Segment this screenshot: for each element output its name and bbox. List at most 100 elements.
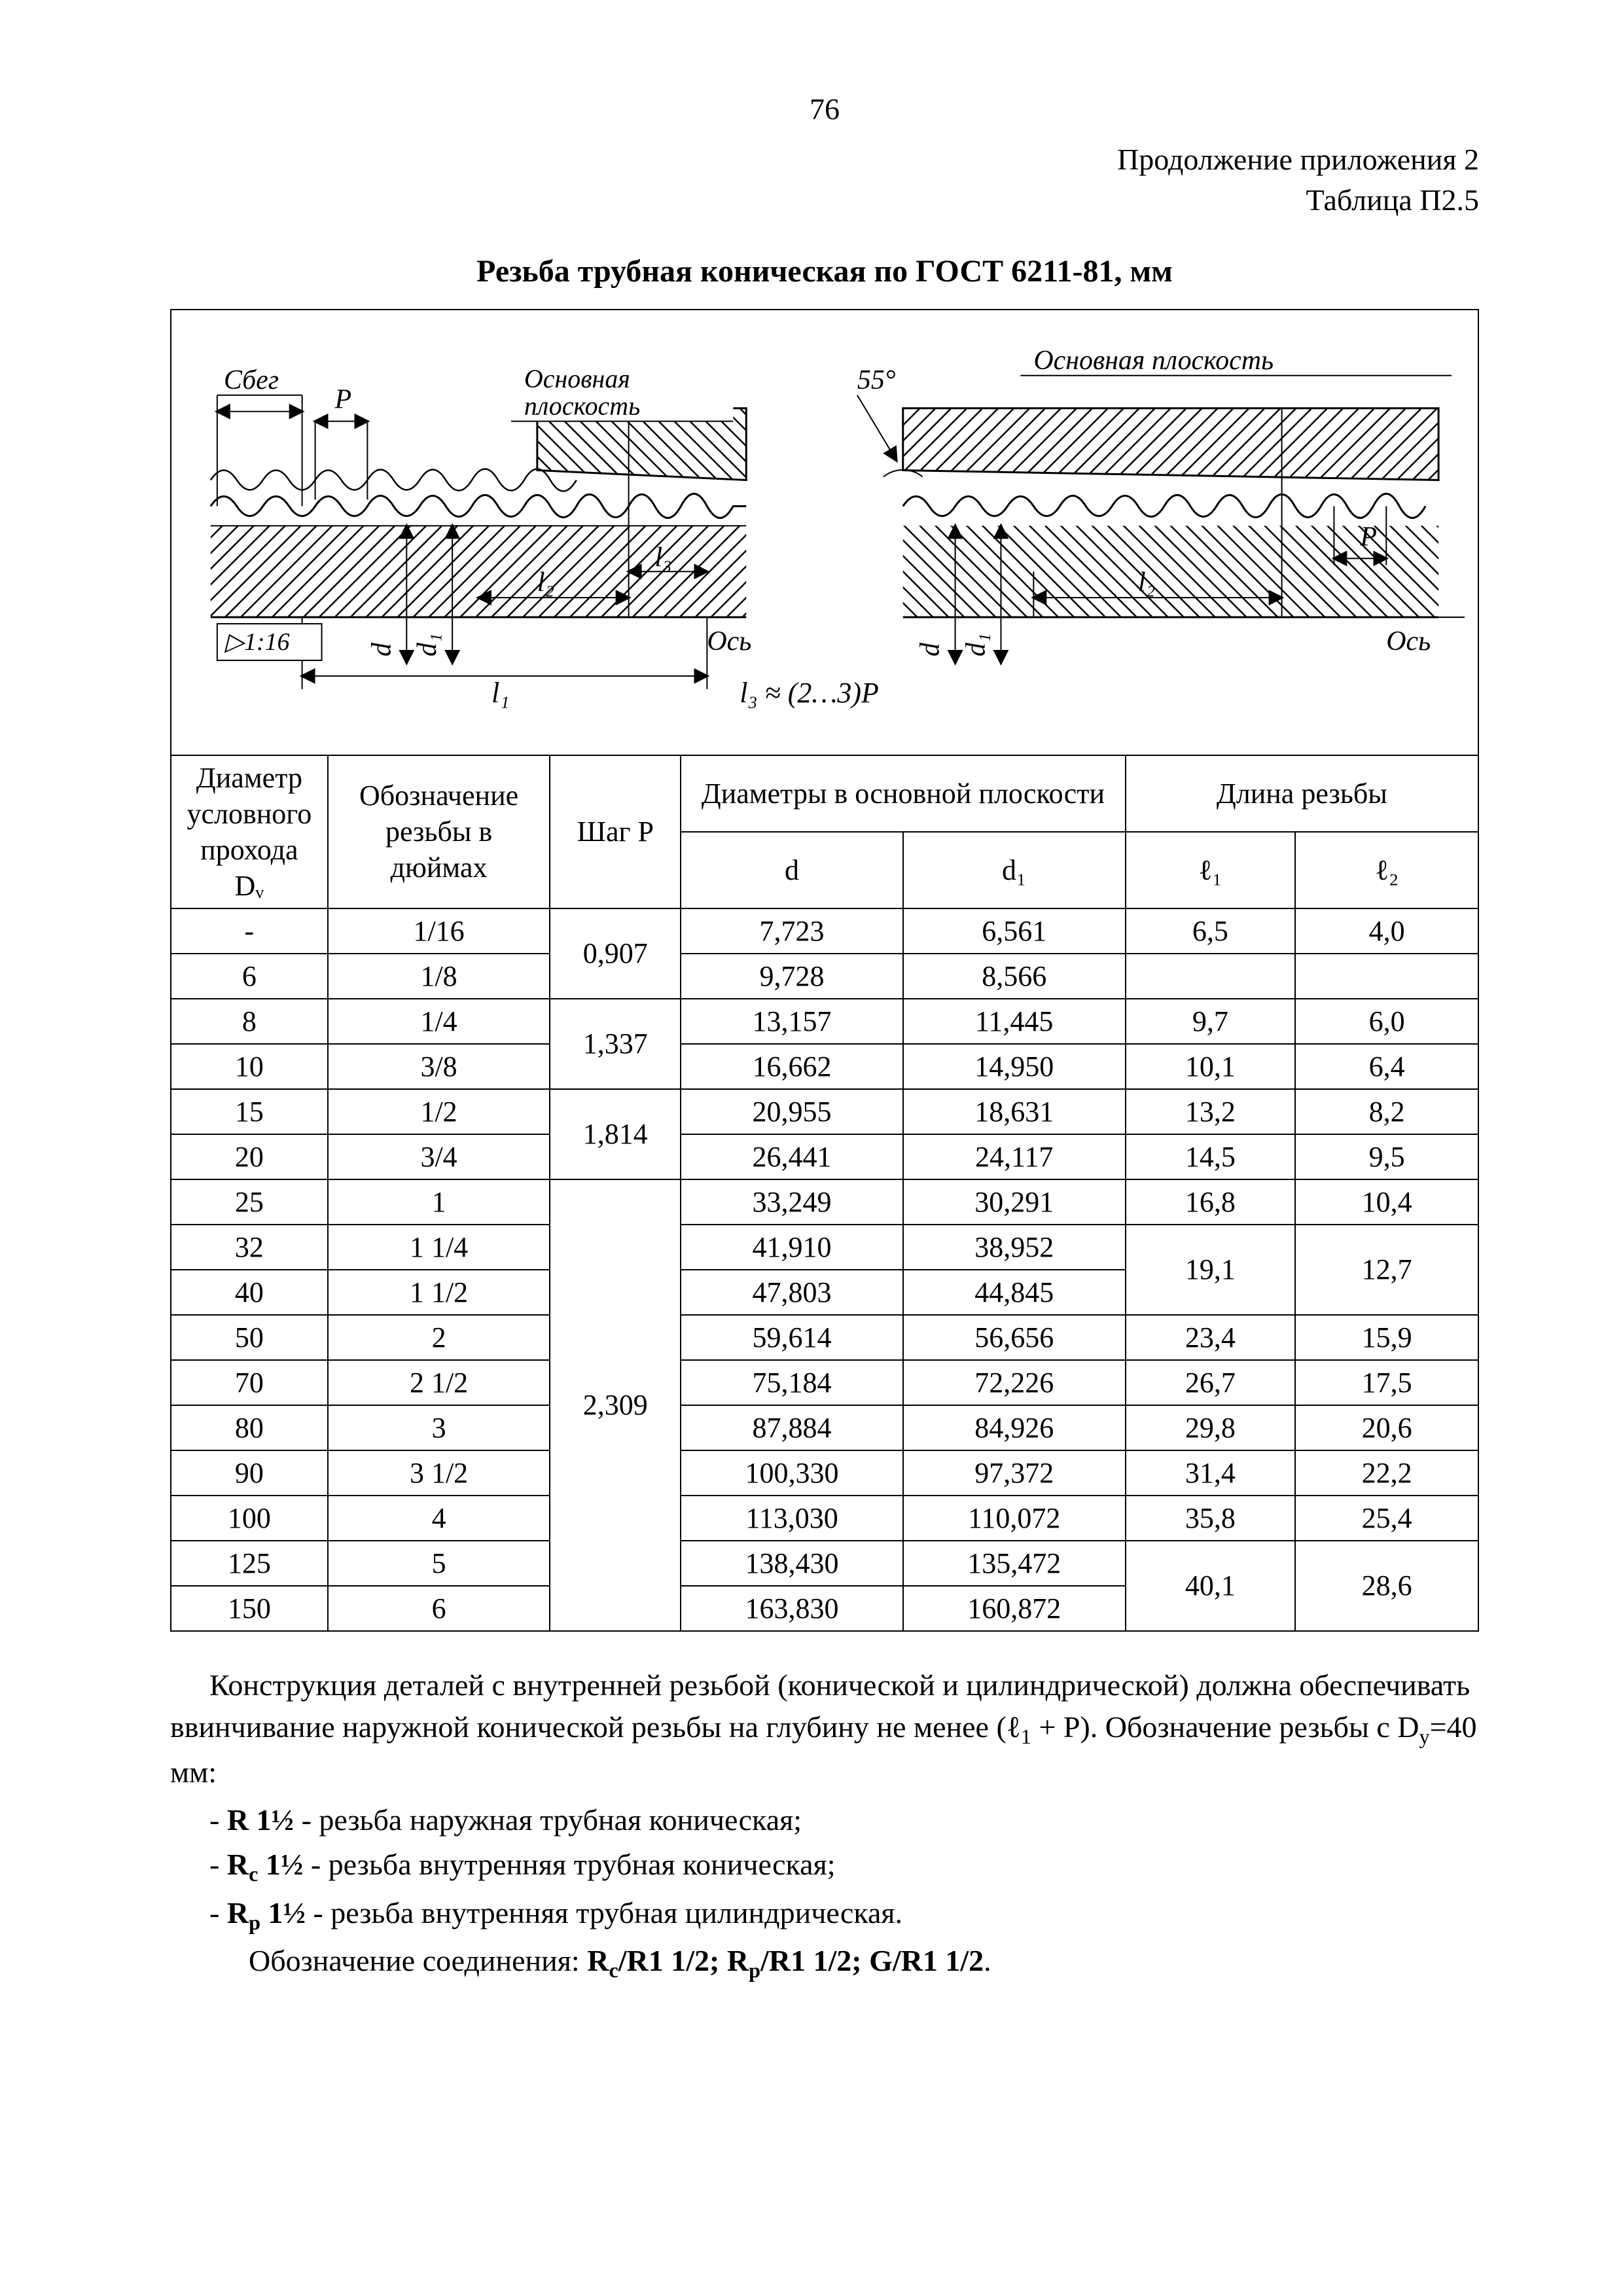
cell-d: 113,030: [681, 1496, 903, 1541]
thread-table: Диаметр условного прохода Dᵥ Обозначение…: [170, 755, 1479, 1632]
diagram-label-l3eq: l₃ ≈ (2…3)P: [740, 677, 879, 709]
cell-l1: 6,5: [1126, 908, 1296, 954]
cell-designation: 2 1/2: [328, 1360, 550, 1405]
table-row: 80387,88484,92629,820,6: [171, 1405, 1478, 1450]
cell-d1: 24,117: [903, 1134, 1126, 1179]
cell-l1: 31,4: [1126, 1450, 1296, 1496]
cell-d: 59,614: [681, 1315, 903, 1360]
table-title: Резьба трубная коническая по ГОСТ 6211-8…: [170, 253, 1479, 289]
diagram-label-l3: l₃: [655, 543, 672, 573]
notes-block: Конструкция деталей с внутренней резьбой…: [170, 1664, 1479, 1985]
cell-l2: 28,6: [1295, 1541, 1478, 1631]
cell-l1: 26,7: [1126, 1360, 1296, 1405]
cell-l1: [1126, 954, 1296, 999]
cell-l2: 4,0: [1295, 908, 1478, 954]
diagram-label-os-left: Ось: [707, 626, 751, 656]
cell-designation: 6: [328, 1586, 550, 1631]
table-row: 50259,61456,65623,415,9: [171, 1315, 1478, 1360]
cell-d1: 84,926: [903, 1405, 1126, 1450]
cell-l1: 35,8: [1126, 1496, 1296, 1541]
cell-designation: 2: [328, 1315, 550, 1360]
cell-d1: 14,950: [903, 1044, 1126, 1089]
cell-l2: 25,4: [1295, 1496, 1478, 1541]
note-list-item-2: - Rc 1½ - резьба внутренняя трубная кони…: [170, 1844, 1479, 1889]
cell-dv: -: [171, 908, 328, 954]
thread-diagram: Основная плоскость Сбег P d d₁ l₂ l₃: [170, 309, 1479, 756]
diagram-label-d1-right: d₁: [961, 634, 991, 657]
cell-designation: 1: [328, 1179, 550, 1225]
table-row: 702 1/275,18472,22626,717,5: [171, 1360, 1478, 1405]
th-diam: Диаметры в основной плоскости: [681, 755, 1125, 832]
cell-l2: 9,5: [1295, 1134, 1478, 1179]
diagram-svg: Основная плоскость Сбег P d d₁ l₂ l₃: [171, 310, 1478, 755]
cell-designation: 1/8: [328, 954, 550, 999]
th-l2: ℓ₂: [1295, 832, 1478, 908]
cell-d1: 56,656: [903, 1315, 1126, 1360]
table-row: 1004113,030110,07235,825,4: [171, 1496, 1478, 1541]
cell-l1: 19,1: [1126, 1225, 1296, 1315]
cell-dv: 125: [171, 1541, 328, 1586]
cell-dv: 32: [171, 1225, 328, 1270]
cell-l1: 9,7: [1126, 999, 1296, 1044]
cell-d1: 11,445: [903, 999, 1126, 1044]
cell-d: 16,662: [681, 1044, 903, 1089]
cell-l1: 40,1: [1126, 1541, 1296, 1631]
cell-d: 9,728: [681, 954, 903, 999]
table-row: -1/160,9077,7236,5616,54,0: [171, 908, 1478, 954]
cell-designation: 3/4: [328, 1134, 550, 1179]
diagram-label-d-left: d: [366, 642, 397, 656]
table-header-row-1: Диаметр условного прохода Dᵥ Обозначение…: [171, 755, 1478, 832]
table-row: 103/816,66214,95010,16,4: [171, 1044, 1478, 1089]
table-row: 61/8 9,7288,566: [171, 954, 1478, 999]
cell-designation: 5: [328, 1541, 550, 1586]
table-row: 151/21,81420,95518,63113,28,2: [171, 1089, 1478, 1134]
cell-d1: 97,372: [903, 1450, 1126, 1496]
cell-dv: 80: [171, 1405, 328, 1450]
cell-d: 47,803: [681, 1270, 903, 1315]
cell-d: 33,249: [681, 1179, 903, 1225]
cell-d1: 135,472: [903, 1541, 1126, 1586]
cell-dv: 6: [171, 954, 328, 999]
note-list-item-1: - R 1½ - резьба наружная трубная коничес…: [170, 1799, 1479, 1841]
cell-designation: 1/4: [328, 999, 550, 1044]
cell-l2: 20,6: [1295, 1405, 1478, 1450]
th-len: Длина резьбы: [1126, 755, 1478, 832]
header-right: Продолжение приложения 2 Таблица П2.5: [170, 139, 1479, 221]
cell-l2: 8,2: [1295, 1089, 1478, 1134]
cell-d1: 110,072: [903, 1496, 1126, 1541]
cell-designation: 1 1/4: [328, 1225, 550, 1270]
cell-d1: 72,226: [903, 1360, 1126, 1405]
cell-l2: 10,4: [1295, 1179, 1478, 1225]
cell-pitch: 2,309: [550, 1179, 681, 1631]
th-dv: Диаметр условного прохода Dᵥ: [171, 755, 328, 908]
cell-d: 7,723: [681, 908, 903, 954]
header-right-line2: Таблица П2.5: [1306, 183, 1479, 217]
cell-d1: 18,631: [903, 1089, 1126, 1134]
cell-designation: 3 1/2: [328, 1450, 550, 1496]
diagram-label-osn-left-2: плоскость: [524, 391, 640, 421]
th-d1: d₁: [903, 832, 1126, 908]
cell-designation: 1 1/2: [328, 1270, 550, 1315]
cell-dv: 8: [171, 999, 328, 1044]
cell-pitch: 1,814: [550, 1089, 681, 1179]
note-list-item-3: - Rp 1½ - резьба внутренняя трубная цили…: [170, 1892, 1479, 1937]
cell-l1: 14,5: [1126, 1134, 1296, 1179]
cell-pitch: 1,337: [550, 999, 681, 1089]
cell-designation: 1/16: [328, 908, 550, 954]
th-d: d: [681, 832, 903, 908]
cell-designation: 1/2: [328, 1089, 550, 1134]
cell-d1: 160,872: [903, 1586, 1126, 1631]
cell-dv: 10: [171, 1044, 328, 1089]
cell-d1: 8,566: [903, 954, 1126, 999]
diagram-label-osn-right: Основная плоскость: [1033, 346, 1274, 376]
diagram-label-d-right: d: [916, 642, 946, 656]
cell-l1: 10,1: [1126, 1044, 1296, 1089]
cell-dv: 150: [171, 1586, 328, 1631]
cell-d: 26,441: [681, 1134, 903, 1179]
diagram-label-sbeg: Сбег: [224, 365, 279, 395]
cell-dv: 50: [171, 1315, 328, 1360]
cell-dv: 40: [171, 1270, 328, 1315]
cell-l1: 16,8: [1126, 1179, 1296, 1225]
diagram-label-p-left: P: [334, 385, 352, 415]
th-l1: ℓ₁: [1126, 832, 1296, 908]
